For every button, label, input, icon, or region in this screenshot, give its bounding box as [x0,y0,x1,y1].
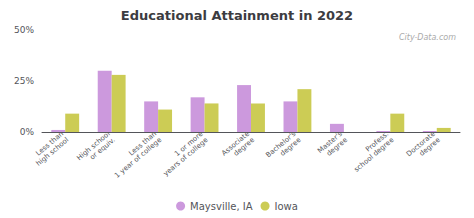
svg-text:High school: High school [75,129,112,163]
svg-text:0%: 0% [20,127,35,137]
svg-text:Iowa: Iowa [275,201,298,212]
svg-text:or equiv.: or equiv. [88,136,116,162]
svg-text:Profess.: Profess. [364,129,391,154]
svg-text:school degree: school degree [353,136,396,174]
svg-text:Master's: Master's [316,129,344,155]
svg-text:Associate: Associate [220,129,251,158]
svg-text:Less than: Less than [34,129,66,158]
svg-text:degree: degree [418,136,442,158]
svg-text:degree: degree [232,136,256,158]
svg-text:years of college: years of college [162,136,210,178]
svg-text:Doctorate: Doctorate [405,129,437,159]
svg-text:50%: 50% [14,25,34,35]
svg-text:Bachelor's: Bachelor's [264,129,298,160]
svg-text:Educational Attainment in 2022: Educational Attainment in 2022 [121,8,353,23]
svg-text:Less than: Less than [127,129,159,158]
svg-text:Maysville, IA: Maysville, IA [190,201,253,212]
svg-text:degree: degree [279,136,303,158]
svg-text:25%: 25% [14,76,34,86]
svg-text:1 year of college: 1 year of college [113,136,163,180]
svg-text:degree: degree [325,136,349,158]
svg-text:City-Data.com: City-Data.com [399,33,456,42]
svg-text:1 or more: 1 or more [173,129,205,158]
svg-text:high school: high school [35,136,71,168]
